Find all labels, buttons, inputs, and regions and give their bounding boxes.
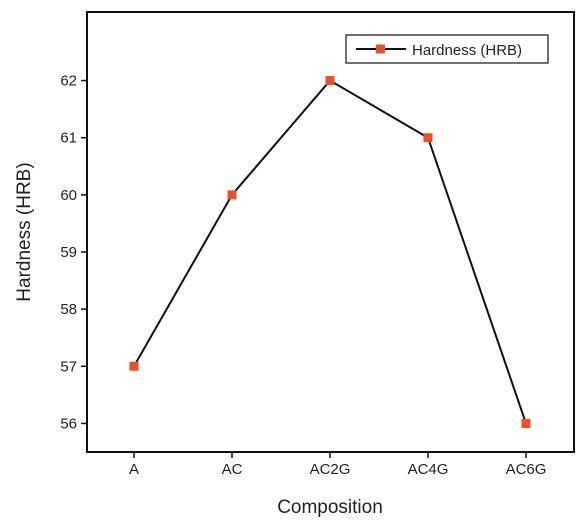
y-tick-label: 56 xyxy=(60,415,77,432)
y-tick-label: 62 xyxy=(60,73,77,90)
data-point-marker xyxy=(325,76,335,86)
x-axis: A AC AC2G AC4G AC6G xyxy=(129,452,546,478)
legend-label: Hardness (HRB) xyxy=(412,42,522,59)
data-point-marker xyxy=(521,418,531,428)
legend-marker-swatch xyxy=(376,44,385,54)
y-axis-title: Hardness (HRB) xyxy=(14,162,35,301)
y-tick-label: 59 xyxy=(60,244,77,261)
y-tick-label: 57 xyxy=(60,358,77,375)
y-tick-label: 60 xyxy=(60,187,77,204)
data-point-marker xyxy=(129,361,139,371)
x-axis-title: Composition xyxy=(277,497,383,518)
series-line xyxy=(133,79,527,424)
legend: Hardness (HRB) xyxy=(345,34,549,64)
x-tick-label: A xyxy=(129,461,139,478)
x-tick-label: AC2G xyxy=(310,461,351,478)
data-point-marker xyxy=(227,190,237,200)
x-tick-label: AC4G xyxy=(408,461,449,478)
y-tick-label: 61 xyxy=(60,130,77,147)
series-markers xyxy=(129,76,531,428)
y-tick-label: 58 xyxy=(60,301,77,318)
data-point-marker xyxy=(423,133,433,143)
x-tick-label: AC xyxy=(222,461,243,478)
series-lines xyxy=(133,79,527,424)
y-axis: 56 57 58 59 60 61 62 xyxy=(60,73,87,432)
x-tick-label: AC6G xyxy=(506,461,547,478)
